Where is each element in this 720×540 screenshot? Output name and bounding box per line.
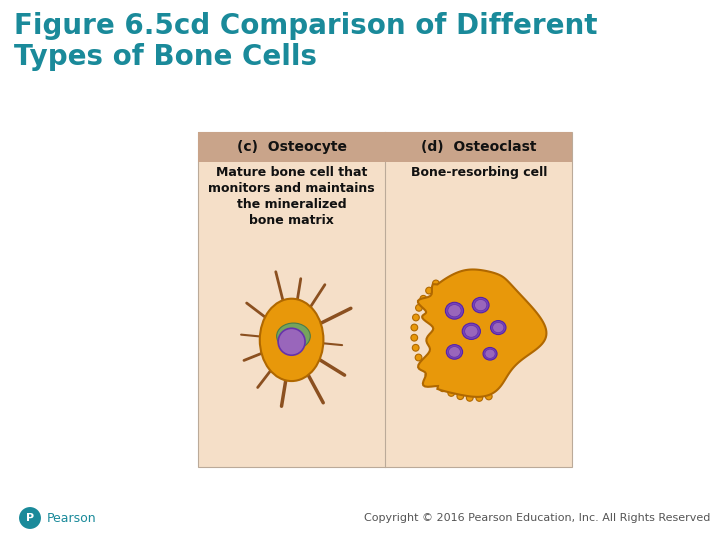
Ellipse shape (420, 295, 427, 302)
Ellipse shape (432, 379, 438, 386)
Ellipse shape (467, 395, 473, 401)
Text: Bone-resorbing cell: Bone-resorbing cell (410, 166, 547, 179)
Ellipse shape (260, 299, 323, 381)
Text: (c)  Osteocyte: (c) Osteocyte (237, 140, 346, 154)
Ellipse shape (474, 300, 487, 310)
Text: Copyright © 2016 Pearson Education, Inc. All Rights Reserved: Copyright © 2016 Pearson Education, Inc.… (364, 513, 710, 523)
Text: Pearson: Pearson (47, 511, 96, 524)
Ellipse shape (278, 328, 305, 355)
Polygon shape (418, 269, 546, 397)
Circle shape (18, 506, 42, 530)
Ellipse shape (457, 393, 464, 400)
Ellipse shape (485, 393, 492, 400)
Text: (d)  Osteoclast: (d) Osteoclast (421, 140, 536, 154)
Ellipse shape (472, 298, 489, 313)
Ellipse shape (415, 354, 422, 361)
Ellipse shape (448, 305, 461, 317)
Ellipse shape (413, 345, 419, 351)
Ellipse shape (433, 280, 439, 287)
Ellipse shape (415, 305, 423, 311)
FancyBboxPatch shape (198, 132, 572, 467)
Ellipse shape (426, 287, 433, 294)
Ellipse shape (492, 322, 504, 333)
Ellipse shape (462, 323, 480, 340)
Ellipse shape (276, 323, 310, 349)
Ellipse shape (448, 389, 454, 396)
Ellipse shape (411, 334, 418, 341)
Ellipse shape (420, 363, 426, 370)
Ellipse shape (485, 349, 495, 359)
FancyBboxPatch shape (385, 132, 572, 163)
Ellipse shape (449, 347, 460, 357)
Ellipse shape (476, 395, 482, 401)
Text: P: P (26, 513, 34, 523)
Ellipse shape (413, 314, 419, 321)
Ellipse shape (483, 347, 497, 360)
Ellipse shape (446, 302, 464, 319)
FancyBboxPatch shape (198, 132, 385, 163)
Ellipse shape (411, 324, 418, 331)
Ellipse shape (446, 345, 463, 359)
Ellipse shape (464, 325, 478, 338)
Ellipse shape (490, 321, 506, 335)
Text: Mature bone cell that
monitors and maintains
the mineralized
bone matrix: Mature bone cell that monitors and maint… (208, 166, 375, 227)
Text: Figure 6.5cd Comparison of Different
Types of Bone Cells: Figure 6.5cd Comparison of Different Typ… (14, 12, 598, 71)
Ellipse shape (425, 372, 432, 379)
Ellipse shape (439, 385, 446, 392)
